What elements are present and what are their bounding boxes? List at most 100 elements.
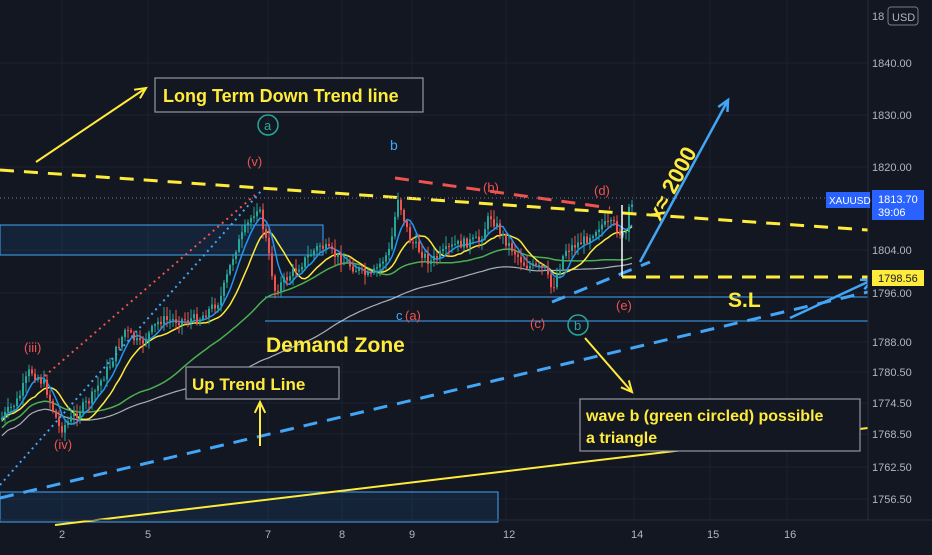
lower-zone bbox=[0, 491, 499, 523]
candle-body bbox=[508, 243, 510, 246]
candle-body bbox=[4, 411, 6, 418]
candle-body bbox=[424, 253, 426, 258]
candle-body bbox=[460, 240, 462, 248]
candle-body bbox=[547, 266, 549, 275]
candle-body bbox=[430, 260, 432, 264]
candle-body bbox=[337, 253, 339, 257]
candle-body bbox=[619, 232, 621, 236]
candle-body bbox=[340, 253, 342, 265]
candle-body bbox=[148, 332, 150, 340]
price-tick-label: 1788.00 bbox=[872, 337, 912, 349]
candle-body bbox=[409, 227, 411, 243]
candle-body bbox=[517, 254, 519, 257]
ma-green bbox=[1, 248, 633, 429]
candle-body bbox=[532, 263, 534, 266]
candle-body bbox=[319, 245, 321, 247]
candle-body bbox=[373, 268, 375, 274]
price-axis[interactable]: 1840.00 1830.00 1820.00 1804.00 1796.00 1788.… bbox=[867, 0, 932, 520]
price-tick-label: 1774.50 bbox=[872, 398, 912, 410]
candle-body bbox=[463, 238, 465, 248]
candle-body bbox=[49, 394, 51, 402]
candle-body bbox=[310, 255, 312, 257]
candle-body bbox=[544, 266, 546, 268]
candle-body bbox=[313, 250, 315, 256]
candle-body bbox=[22, 383, 24, 396]
candle-body bbox=[535, 263, 537, 266]
symbol-label: XAUUSD bbox=[829, 196, 871, 207]
candle-body bbox=[250, 218, 252, 223]
candle-body bbox=[19, 395, 21, 399]
candle-body bbox=[484, 229, 486, 240]
price-tick-label: 1768.50 bbox=[872, 429, 912, 441]
candle-body bbox=[178, 322, 180, 325]
candle-body bbox=[526, 265, 528, 269]
candle-body bbox=[616, 221, 618, 233]
candle-body bbox=[7, 406, 9, 412]
symbol-badge[interactable] bbox=[826, 192, 870, 208]
candle-body bbox=[550, 274, 552, 288]
candle-body bbox=[343, 262, 345, 265]
arrow-to-wave-b-head bbox=[620, 380, 634, 394]
candle-body bbox=[13, 406, 15, 408]
candle-body bbox=[265, 229, 267, 238]
candle-body bbox=[628, 207, 630, 232]
long-term-down-label: Long Term Down Trend line bbox=[163, 86, 399, 106]
candle-body bbox=[76, 413, 78, 418]
candle-body bbox=[163, 316, 165, 325]
candle-body bbox=[190, 318, 192, 322]
currency-badge[interactable] bbox=[887, 6, 919, 26]
wave-b-box[interactable] bbox=[579, 398, 861, 452]
candle-body bbox=[28, 369, 30, 377]
up-trend-box[interactable] bbox=[185, 366, 340, 400]
wave-label-a-circled: a bbox=[264, 118, 272, 133]
wave-label-c-paren: (c) bbox=[530, 316, 545, 331]
candle-body bbox=[451, 244, 453, 247]
candle-body bbox=[595, 231, 597, 237]
arrow-to-long-term bbox=[35, 87, 147, 163]
candle-body bbox=[625, 231, 627, 234]
time-tick-label: 5 bbox=[145, 529, 151, 541]
candle-body bbox=[487, 216, 489, 230]
target-arrow bbox=[638, 99, 730, 263]
wave-label-b-circled: b bbox=[574, 318, 581, 333]
arrow-to-wave-b bbox=[584, 337, 633, 393]
candle-body bbox=[631, 204, 633, 208]
time-tick-label: 14 bbox=[631, 529, 643, 541]
candle-body bbox=[607, 220, 609, 222]
last-price-tag[interactable] bbox=[872, 190, 924, 220]
candle-body bbox=[58, 417, 60, 427]
candle-body bbox=[382, 261, 384, 264]
candle-body bbox=[577, 242, 579, 248]
candle-body bbox=[175, 319, 177, 323]
candle-body bbox=[469, 239, 471, 248]
candle-body bbox=[349, 261, 351, 267]
wave-label-v: (v) bbox=[247, 154, 262, 169]
candle-body bbox=[511, 243, 513, 252]
candle-body bbox=[202, 315, 204, 320]
candle-body bbox=[136, 338, 138, 341]
wave-b-label-line2: a triangle bbox=[586, 430, 657, 447]
candle-body bbox=[493, 219, 495, 227]
candle-body bbox=[145, 339, 147, 344]
time-tick-label: 7 bbox=[265, 529, 271, 541]
candle-body bbox=[205, 315, 207, 318]
candle-body bbox=[31, 369, 33, 374]
candle-body bbox=[196, 314, 198, 324]
long-term-down-box[interactable] bbox=[154, 77, 424, 113]
up-trend-label: Up Trend Line bbox=[192, 375, 305, 394]
time-axis[interactable]: 2 5 7 8 9 12 14 15 16 bbox=[0, 519, 932, 541]
candle-body bbox=[151, 325, 153, 333]
candle-body bbox=[256, 211, 258, 217]
candle-body bbox=[247, 222, 249, 226]
candle-body bbox=[40, 378, 42, 384]
stop-price-tag[interactable] bbox=[872, 270, 924, 286]
candle-body bbox=[472, 237, 474, 240]
candle-body bbox=[70, 416, 72, 422]
target-arrow-head bbox=[717, 97, 730, 113]
price-tick-label: 1804.00 bbox=[872, 245, 912, 257]
candle-body bbox=[298, 269, 300, 272]
wave-label-iii: (iii) bbox=[24, 340, 41, 355]
candle-body bbox=[193, 314, 195, 319]
wave-label-c-blue: c bbox=[396, 308, 403, 323]
